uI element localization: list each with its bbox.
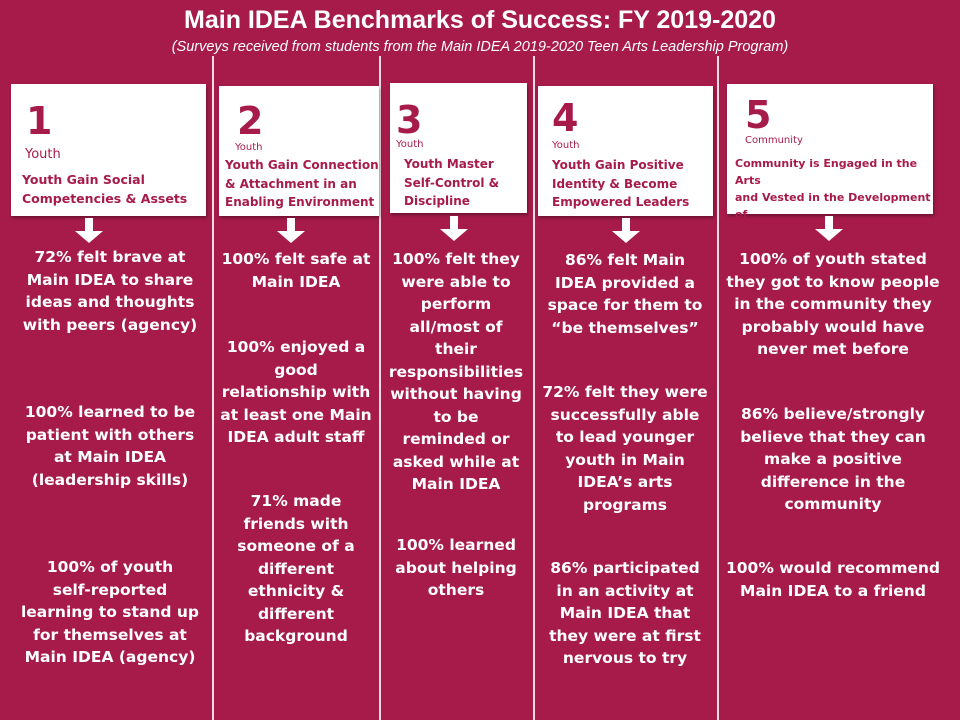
benchmark-card-1: 1 Youth Youth Gain Social Competencies &… <box>11 84 206 216</box>
benchmark-goal: Youth Master Self-Control & Discipline <box>404 157 500 209</box>
benchmark-stat: 86% felt Main IDEA provided a space for … <box>547 251 703 337</box>
benchmark-stat: 86% participated in an activity at Main … <box>549 559 701 667</box>
benchmark-number: 5 <box>745 93 772 137</box>
benchmark-stat: 100% learned about helping others <box>395 536 517 599</box>
benchmark-goal: Community is Engaged in the Arts and Ves… <box>735 157 931 239</box>
benchmark-category: Community <box>745 135 803 146</box>
benchmark-stat: 72% felt they were successfully able to … <box>542 383 708 514</box>
benchmark-stat: 71% made friends with someone of a diffe… <box>237 492 355 645</box>
page-subtitle: (Surveys received from students from the… <box>171 39 789 55</box>
benchmark-category: Youth <box>235 142 263 153</box>
benchmark-stat: 86% believe/strongly believe that they c… <box>740 405 926 513</box>
column-divider <box>533 56 535 720</box>
arrow-down-icon <box>612 218 640 244</box>
column-divider <box>212 56 214 720</box>
arrow-down-icon <box>440 216 468 242</box>
benchmark-card-3: 3 Youth Youth Master Self-Control & Disc… <box>390 83 527 213</box>
benchmark-number: 3 <box>396 98 423 142</box>
benchmark-number: 1 <box>26 99 53 143</box>
benchmark-stat: 100% felt they were able to perform all/… <box>388 250 524 493</box>
arrow-down-icon <box>815 216 843 242</box>
benchmark-card-5: 5 Community Community is Engaged in the … <box>727 84 933 238</box>
benchmark-number: 2 <box>237 99 264 143</box>
benchmark-goal: Youth Gain Social Competencies & Assets <box>22 172 188 207</box>
arrow-down-icon <box>277 218 305 244</box>
benchmark-stat: 72% felt brave at Main IDEA to share ide… <box>22 248 198 334</box>
benchmark-goal: Youth Gain Positive Identity & Become Em… <box>552 158 690 210</box>
benchmark-card-2: 2 Youth Youth Gain Connection & Attachme… <box>219 86 379 216</box>
benchmark-stat: 100% enjoyed a good relationship with at… <box>220 338 372 446</box>
benchmark-goal: Youth Gain Connection & Attachment in an… <box>225 158 379 210</box>
benchmark-category: Youth <box>396 139 424 150</box>
column-divider <box>379 56 381 720</box>
benchmark-card-4: 4 Youth Youth Gain Positive Identity & B… <box>538 86 713 216</box>
benchmark-stat: 100% felt safe at Main IDEA <box>221 250 371 291</box>
page-title: Main IDEA Benchmarks of Success: FY 2019… <box>184 6 776 34</box>
benchmark-category: Youth <box>25 147 61 162</box>
benchmark-stat: 100% would recommend Main IDEA to a frie… <box>725 559 941 600</box>
benchmark-stat: 100% of youth self-reported learning to … <box>20 558 199 666</box>
benchmark-stat: 100% learned to be patient with others a… <box>24 403 196 489</box>
benchmark-number: 4 <box>552 96 579 140</box>
column-divider <box>717 56 719 720</box>
benchmark-category: Youth <box>552 140 580 151</box>
arrow-down-icon <box>75 218 103 244</box>
benchmark-stat: 100% of youth stated they got to know pe… <box>726 250 940 358</box>
